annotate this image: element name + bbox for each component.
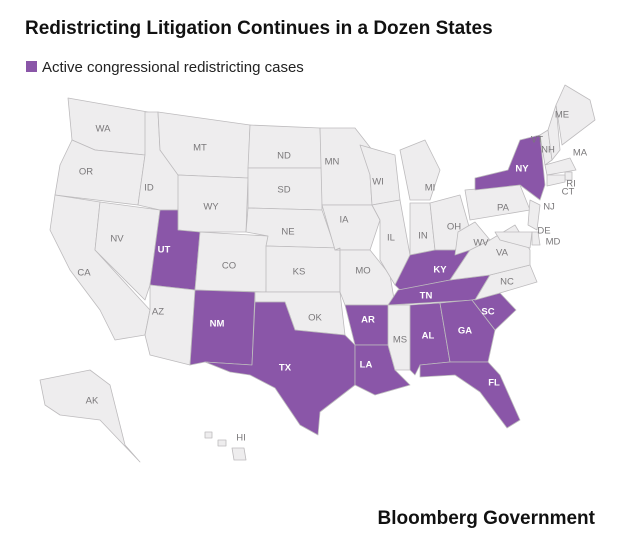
state xyxy=(94,201,161,301)
state-label: ID xyxy=(144,183,154,194)
state-label: ND xyxy=(277,151,291,162)
state-label: IL xyxy=(387,233,395,244)
state xyxy=(204,301,356,436)
state-label: NJ xyxy=(543,202,555,213)
state-label: LA xyxy=(360,360,373,371)
state-label: MA xyxy=(573,148,588,159)
state-label: NM xyxy=(210,319,225,330)
state xyxy=(321,204,381,251)
states: WA OR CA NV ID MT WY UT AZ CO NM ND SD NE KS OK TX MN IA MO… xyxy=(39,84,596,463)
state-label: TN xyxy=(420,291,433,302)
state-label: NV xyxy=(110,234,124,245)
state-label: NE xyxy=(281,227,294,238)
state-label: OK xyxy=(308,313,322,324)
state-label: MT xyxy=(193,143,207,154)
state xyxy=(474,134,546,201)
state xyxy=(204,431,247,461)
state-label: DE xyxy=(537,226,550,237)
legend-swatch xyxy=(26,61,37,72)
state-label: GA xyxy=(458,326,472,337)
state-label: OR xyxy=(79,167,93,178)
state-label: OH xyxy=(447,222,461,233)
state-label: PA xyxy=(497,203,510,214)
state xyxy=(544,157,577,176)
state xyxy=(387,304,411,371)
state xyxy=(546,174,566,187)
state-label: AZ xyxy=(152,307,164,318)
state xyxy=(399,139,441,201)
state-label: WI xyxy=(372,177,384,188)
state-label: UT xyxy=(158,245,171,256)
state-label: WY xyxy=(203,202,219,213)
state-label: VA xyxy=(496,248,509,259)
state-label: WV xyxy=(473,238,489,249)
state-label: AR xyxy=(361,315,375,326)
state-label: IN xyxy=(418,231,428,242)
state-label: AK xyxy=(86,396,99,407)
state xyxy=(439,299,496,363)
state-label: VT xyxy=(531,135,543,146)
state xyxy=(547,104,561,161)
title: Redistricting Litigation Continues in a … xyxy=(25,18,493,39)
source: Bloomberg Government xyxy=(378,508,596,529)
state xyxy=(39,369,141,463)
state-label: WA xyxy=(96,124,112,135)
legend-label: Active congressional redistricting cases xyxy=(42,59,304,76)
state-label: MS xyxy=(393,335,407,346)
state-label: ME xyxy=(555,110,569,121)
state xyxy=(555,84,596,146)
state-label: MN xyxy=(325,157,340,168)
state-label: CO xyxy=(222,261,236,272)
state-label: RI xyxy=(566,179,576,190)
state-label: FL xyxy=(488,378,500,389)
state xyxy=(419,361,521,429)
state-label: MI xyxy=(425,183,436,194)
state xyxy=(527,199,541,231)
state-label: CA xyxy=(77,268,91,279)
state xyxy=(531,231,541,246)
state-label: MD xyxy=(546,237,561,248)
state-label: KY xyxy=(433,265,447,276)
state-label: AL xyxy=(422,331,435,342)
state-label: TX xyxy=(279,363,292,374)
state-label: IA xyxy=(340,215,350,226)
state-label: HI xyxy=(236,433,246,444)
state-label: SC xyxy=(481,307,494,318)
state-label: CT xyxy=(562,187,575,198)
state-label: NC xyxy=(500,277,514,288)
state-label: MO xyxy=(355,266,370,277)
state-label: KS xyxy=(293,267,306,278)
state-label: SD xyxy=(277,185,290,196)
state xyxy=(474,264,538,301)
state-label: NY xyxy=(515,164,529,175)
state xyxy=(247,124,323,169)
state xyxy=(494,231,533,249)
state-label: NH xyxy=(541,145,555,156)
state xyxy=(144,284,196,366)
state xyxy=(454,221,491,256)
